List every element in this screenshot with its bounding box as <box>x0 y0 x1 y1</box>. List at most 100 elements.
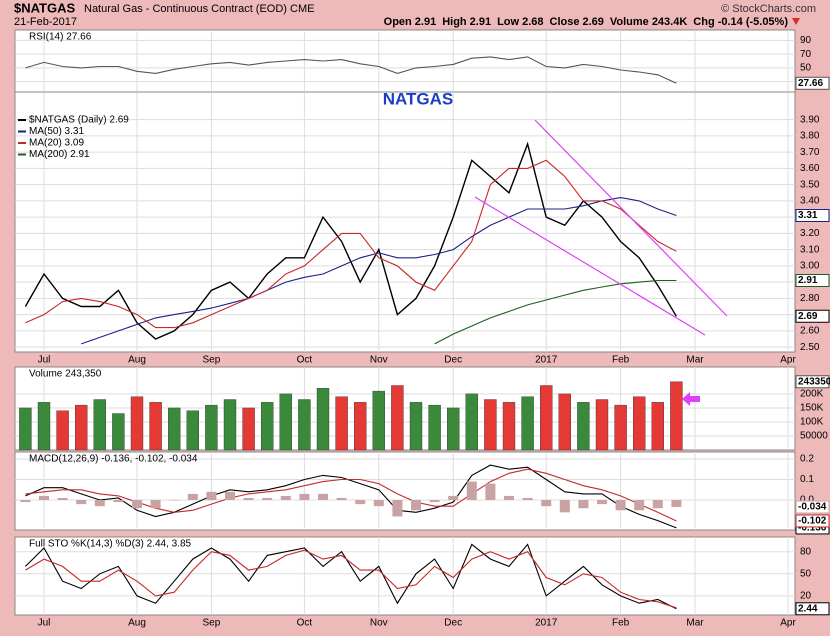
bar <box>466 481 477 501</box>
bar <box>484 399 497 451</box>
x-tick-label: Mar <box>686 618 704 629</box>
bar <box>392 500 403 517</box>
bar <box>280 495 291 501</box>
bar <box>522 497 533 501</box>
legend-label: MA(200) 2.91 <box>29 149 90 160</box>
bar <box>355 500 366 505</box>
bar <box>130 396 144 451</box>
value-flag-label: 243350 <box>798 376 830 387</box>
x-tick-label: Apr <box>780 618 796 629</box>
value-flag-label: 2.69 <box>798 311 818 322</box>
y-tick-label: 2.60 <box>800 326 820 337</box>
y-tick-label: 150K <box>800 403 824 414</box>
y-tick-label: 0.0 <box>800 495 814 506</box>
bar <box>391 385 404 451</box>
bar <box>112 413 125 451</box>
x-tick-label: Aug <box>128 355 146 366</box>
y-tick-label: 2.50 <box>800 342 820 353</box>
value-flag <box>795 309 830 323</box>
value-flag-label: 2.91 <box>798 275 818 286</box>
y-tick-label: 3.10 <box>800 244 820 255</box>
bar <box>652 500 663 509</box>
quote-label: Close <box>550 16 580 28</box>
x-tick-label: Feb <box>612 355 630 366</box>
bar <box>205 404 218 451</box>
y-tick-label: 3.50 <box>800 179 820 190</box>
bar <box>20 500 31 503</box>
panel-title: Volume 243,350 <box>29 369 102 380</box>
panel-title: MACD(12,26,9) -0.136, -0.102, -0.034 <box>29 454 198 465</box>
bar <box>279 393 292 451</box>
bar <box>132 500 142 509</box>
value-flag <box>795 500 830 514</box>
y-tick-label: 2.80 <box>800 293 820 304</box>
watermark: © StockCharts.com <box>721 3 816 15</box>
trendline <box>534 119 728 317</box>
value-flag <box>795 375 830 389</box>
bar <box>299 493 310 501</box>
bar <box>149 402 162 451</box>
quote-value: 243.4K <box>652 16 688 28</box>
y-tick-label: 50 <box>800 568 812 579</box>
bar <box>76 500 87 505</box>
quote-value: 2.68 <box>522 16 543 28</box>
x-tick-label: Jul <box>38 355 51 366</box>
bar <box>93 399 107 451</box>
bar <box>336 497 347 501</box>
quote-label: High <box>442 16 467 28</box>
y-tick-label: 3.20 <box>800 228 820 239</box>
bar <box>577 402 590 451</box>
pointer-arrow <box>682 392 700 406</box>
symbol: $NATGAS <box>14 0 75 15</box>
x-tick-label: Nov <box>370 618 388 629</box>
bar <box>558 393 571 451</box>
bar <box>94 500 105 507</box>
bar <box>19 407 32 451</box>
y-tick-label: 20 <box>800 591 812 602</box>
series-line <box>25 549 677 609</box>
value-flag-label: -0.102 <box>798 516 827 527</box>
series-line <box>25 159 677 329</box>
bar <box>187 493 198 501</box>
bar <box>373 500 384 507</box>
bar <box>186 410 200 451</box>
bar <box>261 402 274 451</box>
value-flag-label: 27.66 <box>798 78 823 89</box>
x-tick-label: Aug <box>128 618 146 629</box>
bar <box>372 390 385 451</box>
bar <box>671 500 682 508</box>
bar <box>485 483 496 501</box>
y-tick-label: 3.40 <box>800 196 820 207</box>
value-flag <box>795 602 830 616</box>
bar <box>354 402 367 451</box>
bar <box>428 404 441 451</box>
y-tick-label: 50 <box>800 63 812 74</box>
x-tick-label: Apr <box>780 355 796 366</box>
bar <box>37 402 51 451</box>
bar <box>39 495 49 501</box>
bar <box>335 396 348 451</box>
bar <box>243 497 254 501</box>
x-tick-label: Dec <box>444 618 462 629</box>
quote-value: 2.69 <box>582 16 603 28</box>
y-tick-label: 90 <box>800 35 812 46</box>
legend-label: $NATGAS (Daily) 2.69 <box>29 115 129 126</box>
series-line <box>25 464 677 529</box>
value-flag-label: -0.034 <box>798 502 827 513</box>
bar <box>448 495 459 501</box>
x-tick-label: Sep <box>203 355 221 366</box>
y-tick-label: 0.2 <box>800 454 814 465</box>
series-line <box>434 279 677 345</box>
bar <box>150 500 161 509</box>
annotation: NATGAS <box>383 89 454 108</box>
bar <box>597 500 607 505</box>
x-tick-label: Nov <box>370 355 388 366</box>
x-tick-label: Oct <box>297 618 313 629</box>
bar <box>595 399 609 451</box>
trendline <box>474 196 706 336</box>
bar <box>429 500 440 503</box>
bar <box>615 500 626 511</box>
series-line <box>81 197 677 345</box>
